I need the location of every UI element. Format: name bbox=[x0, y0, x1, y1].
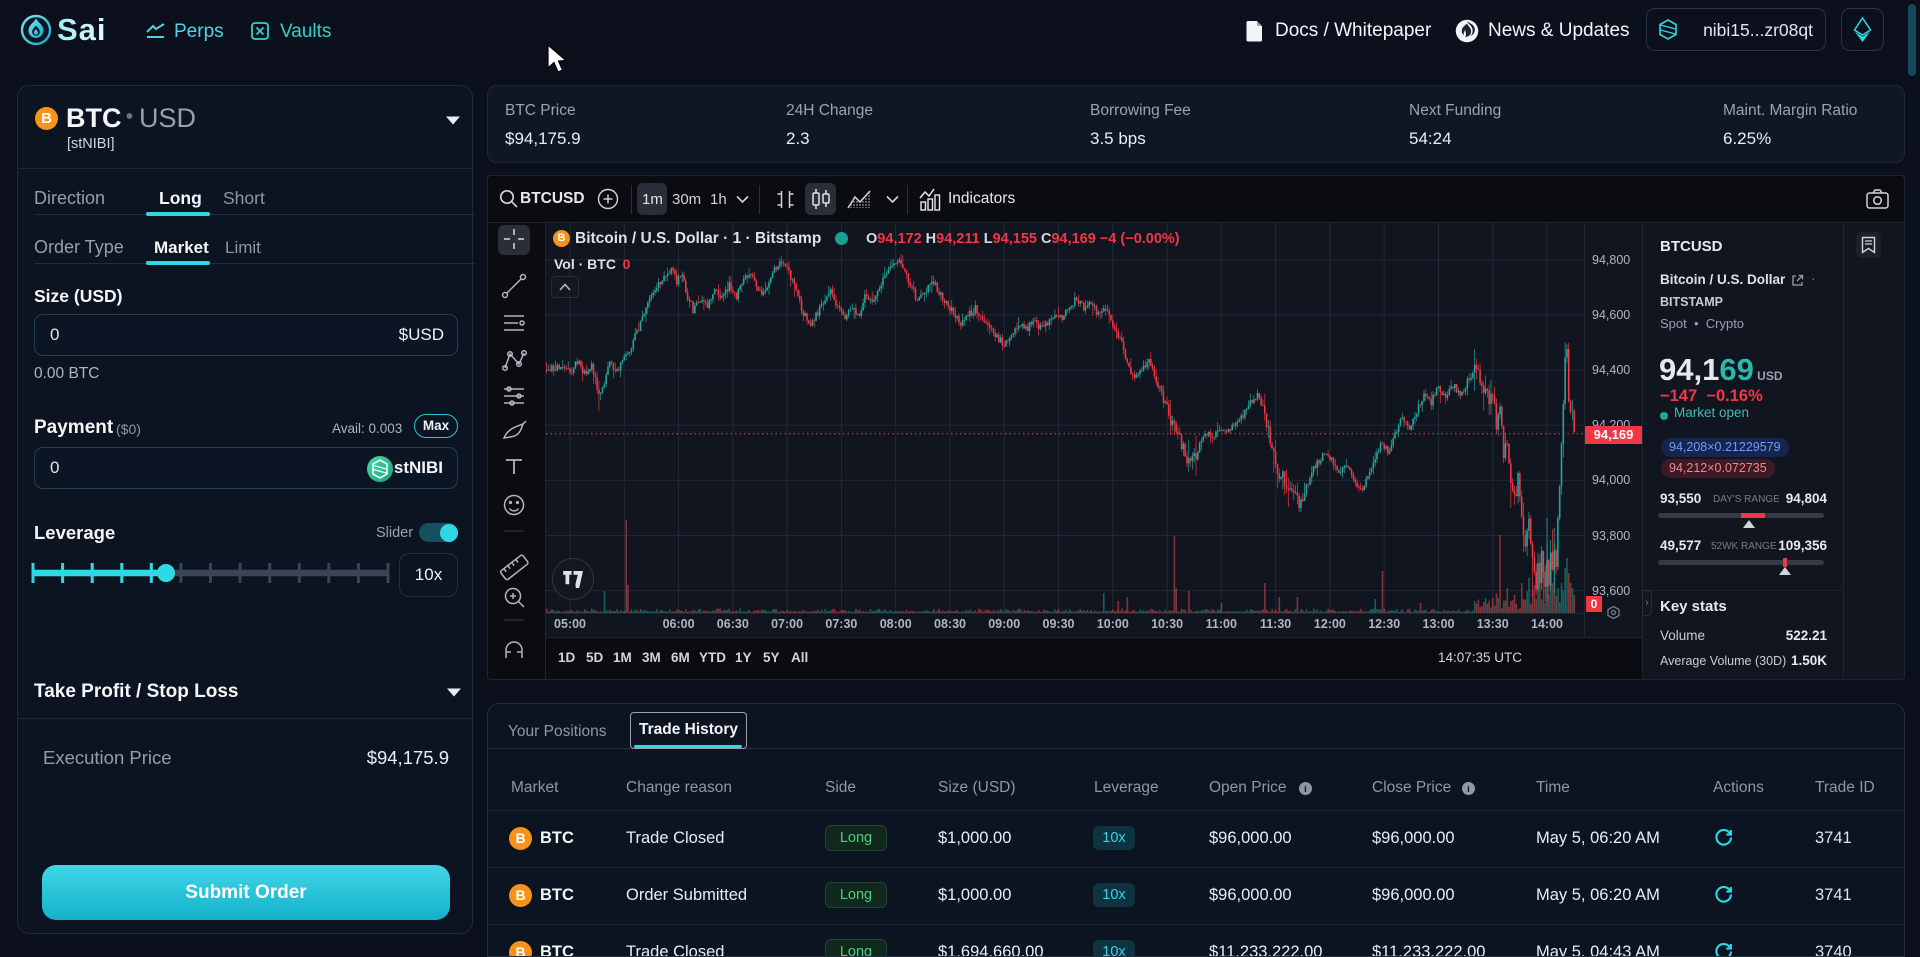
svg-text:12:30: 12:30 bbox=[1368, 617, 1400, 631]
svg-text:i: i bbox=[1467, 784, 1470, 795]
svg-text:05:00: 05:00 bbox=[554, 617, 586, 631]
svg-text:13:00: 13:00 bbox=[1423, 617, 1455, 631]
svg-text:09:00: 09:00 bbox=[988, 617, 1020, 631]
svg-text:14:00: 14:00 bbox=[1531, 617, 1563, 631]
svg-text:07:00: 07:00 bbox=[771, 617, 803, 631]
svg-text:i: i bbox=[1304, 784, 1307, 795]
svg-text:11:30: 11:30 bbox=[1260, 617, 1291, 631]
svg-text:06:30: 06:30 bbox=[717, 617, 749, 631]
svg-text:07:30: 07:30 bbox=[825, 617, 857, 631]
svg-text:06:00: 06:00 bbox=[663, 617, 695, 631]
svg-text:10:00: 10:00 bbox=[1097, 617, 1129, 631]
svg-text:08:00: 08:00 bbox=[880, 617, 912, 631]
svg-text:12:00: 12:00 bbox=[1314, 617, 1346, 631]
svg-text:09:30: 09:30 bbox=[1043, 617, 1075, 631]
svg-text:08:30: 08:30 bbox=[934, 617, 966, 631]
svg-text:13:30: 13:30 bbox=[1477, 617, 1509, 631]
svg-text:10:30: 10:30 bbox=[1151, 617, 1183, 631]
svg-text:11:00: 11:00 bbox=[1206, 617, 1237, 631]
